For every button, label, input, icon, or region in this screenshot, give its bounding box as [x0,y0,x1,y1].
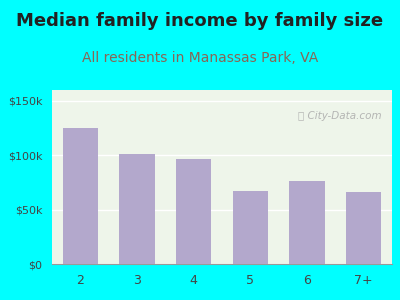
Bar [290,181,324,264]
Bar [120,154,154,264]
Text: ⓘ City-Data.com: ⓘ City-Data.com [298,111,382,121]
Text: Median family income by family size: Median family income by family size [16,12,384,30]
Text: All residents in Manassas Park, VA: All residents in Manassas Park, VA [82,51,318,65]
Bar [346,192,381,264]
Bar [63,128,98,264]
Bar [233,191,268,264]
Bar [176,158,211,264]
